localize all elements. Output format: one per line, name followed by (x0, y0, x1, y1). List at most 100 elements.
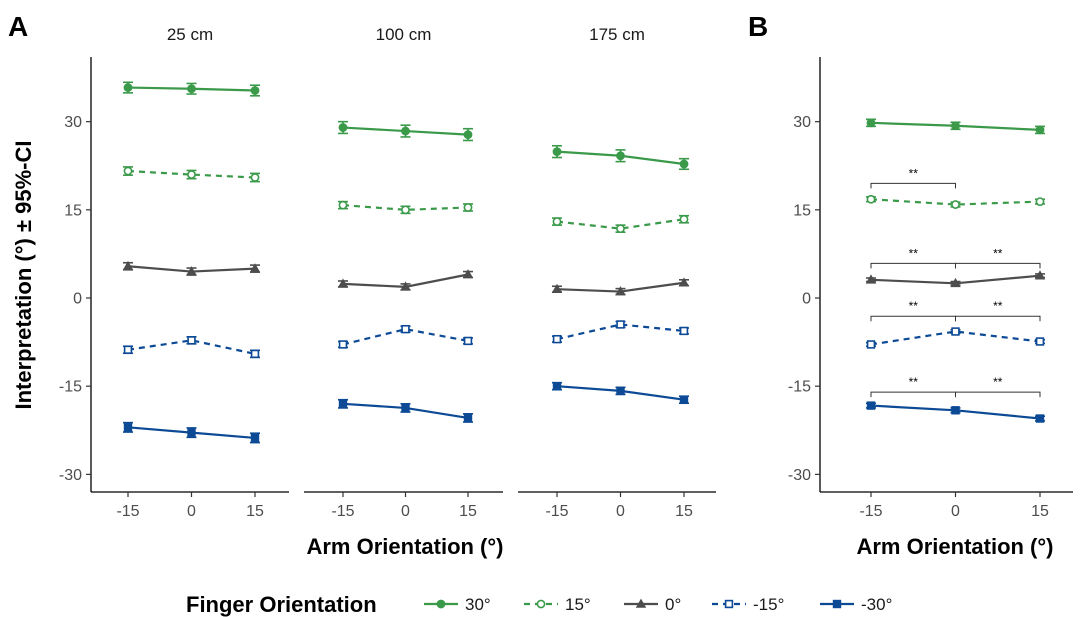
facet-1-point-neg30deg-1 (401, 403, 410, 413)
panel-b: -15 0 15 -30 -15 0 15 30 ** ** ** ** ** ** ** (788, 57, 1073, 520)
panel-b-point-30deg-2 (1035, 125, 1045, 135)
facet-0-y-tick-label-3: 15 (64, 202, 82, 219)
facet-0-x-tick-label-1: 0 (187, 503, 196, 520)
significance-bracket-5: ** (870, 375, 956, 398)
panel-b-point-30deg-1 (951, 121, 960, 131)
facet-0-point-15deg-1 (187, 170, 196, 179)
panel-b-point-0deg-0 (865, 274, 877, 284)
facet-0-point-30deg-0 (123, 83, 133, 92)
facet-2-x-tick-label-1: 0 (616, 503, 625, 520)
significance-bracket-6: ** (955, 375, 1041, 398)
significance-label-0: ** (909, 166, 919, 180)
panel-b-y-tick-label-1: -15 (788, 379, 811, 396)
facet-0-point-neg30deg-1 (187, 428, 196, 437)
facet-2-point-neg30deg-0 (552, 381, 562, 391)
legend-label-neg30deg: -30° (861, 595, 892, 614)
significance-line-0 (870, 182, 956, 189)
facet-0-x-tick-label-2: 15 (246, 503, 264, 520)
facet-0-point-neg30deg-2 (250, 433, 260, 443)
panel-b-point-neg15deg-0 (866, 340, 876, 349)
facet-2-point-30deg-0 (552, 147, 562, 157)
panel-b-y-tick-label-0: -30 (788, 467, 811, 484)
facet-1-point-neg30deg-2 (463, 413, 473, 423)
significance-bracket-4: ** (955, 299, 1041, 322)
facet-175-cm: 175 cm -15 0 15 (518, 25, 716, 520)
facet-0-point-neg15deg-0 (123, 345, 133, 354)
facet-2-point-neg15deg-1 (616, 320, 625, 329)
significance-bracket-2: ** (955, 246, 1041, 269)
panel-b-x-axis-title: Arm Orientation (°) (856, 534, 1053, 559)
facet-0-point-0deg-2 (249, 263, 261, 273)
facet-1-point-30deg-1 (401, 126, 410, 136)
facet-0-point-15deg-2 (250, 173, 260, 182)
facet-0-y-tick-label-0: -30 (59, 467, 82, 484)
facet-1-point-15deg-0 (338, 200, 348, 210)
legend: Finger Orientation 30° 15° 0° -15° -30° (186, 592, 892, 617)
panel-b-y-tick-label-4: 30 (793, 114, 811, 131)
panel-b-point-neg30deg-0 (866, 401, 876, 410)
facet-1-point-0deg-1 (400, 281, 411, 291)
facet-0-y-tick-label-1: -15 (59, 379, 82, 396)
facet-2-point-neg15deg-2 (679, 326, 689, 336)
panel-b-point-15deg-1 (951, 200, 960, 209)
legend-item-15deg: 15° (524, 595, 591, 614)
facet-1-point-neg15deg-1 (401, 324, 410, 334)
legend-title: Finger Orientation (186, 592, 377, 617)
facet-1-point-15deg-2 (463, 203, 473, 212)
facet-0-point-0deg-1 (186, 266, 197, 276)
facet-2-point-30deg-1 (616, 151, 625, 161)
facet-2-point-neg15deg-0 (552, 334, 562, 344)
facet-25-cm: 25 cm -15 0 15 -30 -15 0 15 30 (59, 25, 289, 520)
significance-label-2: ** (993, 246, 1003, 260)
significance-label-1: ** (909, 246, 919, 260)
facet-1-x-tick-label-0: -15 (331, 503, 354, 520)
panel-b-x-tick-label-1: 0 (951, 503, 960, 520)
legend-label-30deg: 30° (465, 595, 491, 614)
facet-1-point-0deg-2 (462, 269, 474, 279)
panel-b-point-neg30deg-1 (951, 406, 960, 415)
legend-item-30deg: 30° (424, 595, 491, 614)
legend-key-marker-15deg (536, 599, 546, 609)
facet-0-y-tick-label-2: 0 (73, 291, 82, 308)
significance-line-3 (870, 315, 956, 322)
facet-2-point-30deg-2 (679, 159, 689, 169)
facet-2-x-tick-label-2: 15 (675, 503, 693, 520)
legend-key-marker-30deg (436, 599, 446, 609)
facet-2-point-neg30deg-2 (679, 395, 689, 404)
panel-b-point-neg15deg-2 (1035, 337, 1045, 346)
facet-0-x-tick-label-0: -15 (116, 503, 139, 520)
facet-2-point-15deg-0 (552, 217, 562, 226)
panel-b-y-tick-label-3: 15 (793, 202, 811, 219)
panel-b-point-30deg-0 (866, 118, 876, 128)
facet-2-point-0deg-2 (678, 277, 690, 287)
facet-1-point-0deg-0 (337, 278, 349, 288)
panel-b-x-tick-label-0: -15 (859, 503, 882, 520)
facet-0-point-neg15deg-2 (250, 349, 260, 359)
facet-2-point-15deg-1 (616, 224, 625, 234)
panel-a-x-axis-title: Arm Orientation (°) (306, 534, 503, 559)
facet-1-x-tick-label-1: 0 (401, 503, 410, 520)
significance-label-5: ** (909, 375, 919, 389)
panel-b-y-tick-label-2: 0 (802, 291, 811, 308)
facet-2-point-0deg-1 (615, 286, 626, 296)
facet-1-point-neg30deg-0 (338, 399, 348, 409)
facet-1-point-neg15deg-2 (463, 336, 473, 346)
facet-1-point-30deg-0 (338, 123, 348, 132)
facet-0-point-neg30deg-0 (123, 423, 133, 432)
panel-b-point-neg15deg-1 (951, 327, 960, 336)
legend-key-marker-neg15deg (724, 599, 734, 609)
facet-1-point-15deg-1 (401, 205, 410, 215)
panel-b-point-0deg-1 (950, 277, 961, 288)
legend-key-marker-0deg (635, 598, 647, 608)
facet-title-0: 25 cm (167, 25, 213, 44)
panel-b-point-15deg-2 (1035, 197, 1045, 207)
facet-2-x-tick-label-0: -15 (545, 503, 568, 520)
facet-title-1: 100 cm (376, 25, 432, 44)
significance-line-2 (955, 262, 1041, 269)
significance-bracket-3: ** (870, 299, 956, 322)
facet-1-point-30deg-2 (463, 130, 473, 139)
significance-line-6 (955, 391, 1041, 398)
facet-2-point-15deg-2 (679, 214, 689, 224)
